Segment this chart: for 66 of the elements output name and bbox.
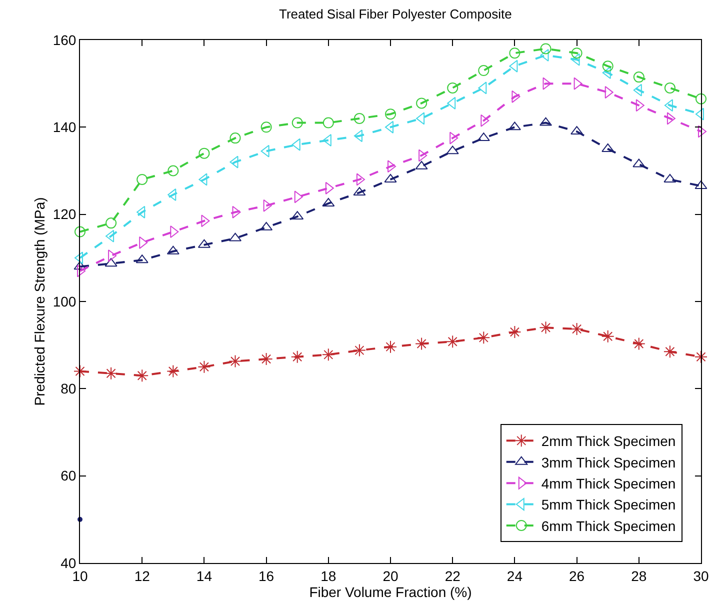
x-tick-label: 24 xyxy=(506,568,523,584)
point xyxy=(601,330,614,343)
legend-label: 4mm Thick Specimen xyxy=(541,476,676,492)
point xyxy=(415,337,428,350)
point xyxy=(539,321,552,334)
point xyxy=(74,226,86,238)
chart-title: Treated Sisal Fiber Polyester Composite xyxy=(279,6,512,22)
legend-label: 5mm Thick Specimen xyxy=(541,496,676,513)
point xyxy=(228,354,242,368)
point xyxy=(509,48,520,59)
point xyxy=(570,322,584,336)
y-tick-label: 100 xyxy=(52,293,76,310)
point xyxy=(696,93,706,104)
y-tick-label: 160 xyxy=(52,32,76,48)
y-tick-label: 80 xyxy=(60,380,76,397)
x-tick-label: 30 xyxy=(693,568,709,584)
point xyxy=(633,72,644,83)
point xyxy=(260,122,272,133)
point xyxy=(416,98,428,109)
point xyxy=(166,364,180,378)
point xyxy=(571,48,582,59)
point xyxy=(477,331,490,344)
legend-label: 6mm Thick Specimen xyxy=(541,518,676,534)
point xyxy=(104,366,118,380)
point xyxy=(632,337,646,350)
point xyxy=(663,345,676,358)
x-axis-title: Fiber Volume Fraction (%) xyxy=(309,584,472,600)
point xyxy=(198,360,211,374)
y-tick-label: 60 xyxy=(60,468,76,484)
point xyxy=(106,218,117,229)
x-tick-label: 26 xyxy=(569,568,585,584)
point xyxy=(74,364,86,378)
point xyxy=(352,344,366,357)
point xyxy=(478,65,490,76)
x-tick-label: 28 xyxy=(631,568,647,584)
point xyxy=(447,82,458,94)
x-tick-label: 22 xyxy=(444,568,461,584)
point xyxy=(198,148,210,159)
legend-label: 3mm Thick Specimen xyxy=(541,454,676,470)
point xyxy=(292,117,303,128)
point xyxy=(446,335,460,348)
point xyxy=(260,352,273,366)
point xyxy=(384,340,397,354)
point xyxy=(322,117,334,128)
y-tick-label: 140 xyxy=(52,119,76,136)
point xyxy=(136,369,149,382)
x-tick-label: 20 xyxy=(382,568,398,584)
y-tick-label: 120 xyxy=(52,206,76,222)
point xyxy=(664,82,676,94)
point xyxy=(290,350,304,364)
point xyxy=(230,132,241,144)
point xyxy=(540,43,552,54)
y-axis-title: Predicted Flexure Strength (MPa) xyxy=(31,197,48,406)
legend-label: 2mm Thick Specimen xyxy=(541,433,676,450)
point xyxy=(694,350,708,364)
point xyxy=(508,326,522,339)
point xyxy=(354,112,365,124)
point xyxy=(322,348,335,362)
point xyxy=(385,108,396,120)
x-tick-label: 14 xyxy=(196,568,212,584)
point xyxy=(168,165,179,176)
point xyxy=(602,60,614,72)
x-tick-label: 18 xyxy=(320,568,336,584)
x-tick-label: 12 xyxy=(134,568,150,584)
x-tick-label: 16 xyxy=(258,568,274,584)
point xyxy=(136,174,148,185)
